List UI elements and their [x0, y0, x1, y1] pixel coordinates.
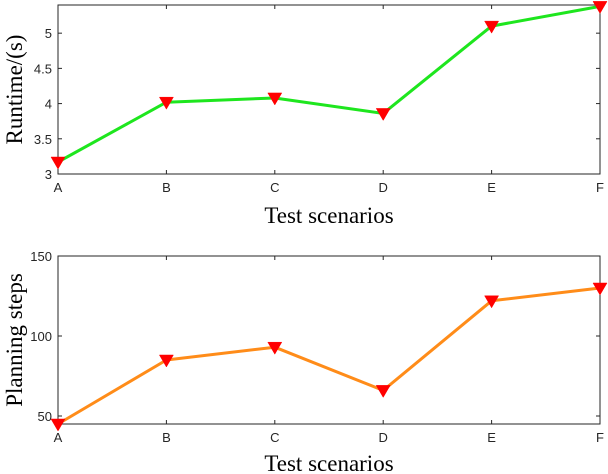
- runtime-data-marker: [592, 1, 608, 14]
- planning-plot-frame: [57, 255, 601, 425]
- planning-x-tick-labels: A B C D E F: [54, 430, 604, 445]
- runtime-x-axis-label: Test scenarios: [264, 203, 393, 228]
- runtime-data-marker: [375, 108, 391, 121]
- runtime-y-tick-label: 4.5: [34, 61, 52, 76]
- runtime-x-tick-label: D: [379, 180, 388, 195]
- runtime-axis-ticks: [57, 5, 601, 175]
- planning-data-marker: [592, 282, 608, 296]
- planning-y-tick-labels: 50 100 150: [30, 249, 52, 424]
- planning-data-marker: [484, 295, 500, 309]
- runtime-x-tick-label: E: [487, 180, 496, 195]
- runtime-data-marker: [267, 92, 283, 106]
- planning-x-tick-label: C: [270, 430, 279, 445]
- planning-x-tick-label: D: [379, 430, 388, 445]
- planning-y-tick-label: 100: [30, 329, 52, 344]
- planning-markers: [50, 282, 608, 432]
- planning-series-line: [57, 286, 601, 426]
- runtime-x-tick-label: B: [162, 180, 171, 195]
- runtime-x-tick-labels: A B C D E F: [54, 180, 604, 195]
- planning-x-axis-label: Test scenarios: [264, 451, 393, 474]
- planning-data-marker: [375, 385, 391, 398]
- runtime-y-tick-label: 5: [45, 26, 52, 41]
- runtime-y-axis-label: Runtime/(s): [2, 35, 27, 145]
- runtime-markers: [50, 1, 608, 170]
- planning-axis-ticks: [57, 255, 601, 424]
- runtime-data-marker: [484, 20, 500, 34]
- planning-data-marker: [50, 418, 66, 432]
- runtime-x-tick-label: F: [596, 180, 604, 195]
- runtime-data-marker: [158, 96, 174, 110]
- planning-x-tick-label: E: [487, 430, 496, 445]
- runtime-y-tick-label: 3.5: [34, 132, 52, 147]
- planning-x-tick-label: B: [162, 430, 171, 445]
- planning-y-axis-label: Planning steps: [2, 273, 27, 407]
- runtime-x-tick-label: A: [54, 180, 63, 195]
- runtime-y-tick-labels: 3 3.5 4 4.5 5: [34, 26, 52, 182]
- runtime-chart: A B C D E F 3 3.5 4 4.5 5 Test scenarios Runtime/…: [2, 1, 608, 228]
- runtime-x-tick-label: C: [270, 180, 279, 195]
- runtime-data-marker: [50, 156, 66, 170]
- runtime-y-tick-label: 4: [45, 97, 52, 112]
- planning-data-marker: [158, 354, 174, 368]
- planning-y-tick-label: 150: [30, 249, 52, 264]
- planning-data-marker: [267, 341, 283, 355]
- planning-y-tick-label: 50: [38, 409, 52, 424]
- planning-steps-chart: A B C D E F 50 100 150 Test scenarios Planning …: [2, 249, 608, 474]
- runtime-series-line: [57, 4, 601, 164]
- runtime-y-tick-label: 3: [45, 167, 52, 182]
- runtime-plot-frame: [57, 4, 601, 175]
- planning-x-tick-label: A: [54, 430, 63, 445]
- planning-x-tick-label: F: [596, 430, 604, 445]
